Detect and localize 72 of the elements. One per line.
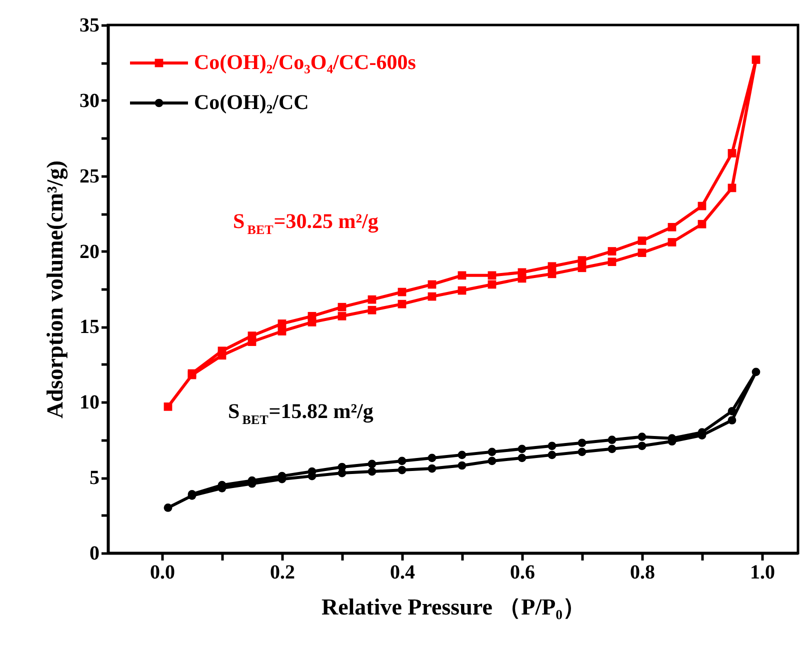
point bbox=[488, 456, 496, 466]
point bbox=[164, 402, 172, 411]
point bbox=[368, 460, 376, 468]
point bbox=[518, 444, 526, 454]
point bbox=[458, 461, 466, 470]
point bbox=[458, 450, 466, 460]
legend-label: Co(OH)₂/CC bbox=[194, 90, 309, 114]
point bbox=[338, 302, 346, 312]
point bbox=[638, 248, 646, 257]
x-tick-label: 0.6 bbox=[510, 562, 535, 584]
legend-label: Co(OH)₂/Co₃O₄/CC-600s bbox=[194, 50, 416, 74]
y-tick-label: 10 bbox=[80, 392, 100, 414]
point bbox=[548, 442, 556, 450]
x-tick-label: 0.8 bbox=[630, 562, 655, 584]
point bbox=[578, 448, 586, 456]
point bbox=[398, 456, 406, 466]
y-tick-label: 20 bbox=[80, 240, 100, 263]
point bbox=[548, 450, 556, 460]
x-tick-label: 0.4 bbox=[390, 562, 415, 584]
x-tick-label: 1.0 bbox=[750, 562, 775, 584]
point bbox=[428, 464, 436, 473]
point bbox=[728, 149, 736, 158]
y-tick-label: 0 bbox=[90, 542, 100, 564]
y-tick-label: 30 bbox=[80, 90, 100, 112]
point bbox=[458, 286, 466, 295]
point bbox=[752, 368, 760, 376]
point bbox=[398, 288, 406, 296]
point bbox=[518, 268, 526, 277]
point bbox=[398, 300, 406, 308]
y-tick-label: 15 bbox=[80, 316, 100, 338]
point bbox=[608, 247, 616, 256]
point bbox=[368, 467, 376, 476]
point bbox=[488, 280, 496, 289]
point bbox=[698, 220, 706, 228]
x-tick-label: 0.2 bbox=[270, 562, 295, 584]
point bbox=[578, 256, 586, 265]
x-tick-label: 0.0 bbox=[150, 562, 175, 584]
point bbox=[368, 306, 376, 314]
point bbox=[428, 454, 436, 462]
point bbox=[518, 454, 526, 462]
point bbox=[752, 56, 760, 64]
x-axis-title: Relative Pressure （P/P₀） bbox=[321, 594, 586, 620]
point bbox=[398, 466, 406, 474]
point bbox=[548, 262, 556, 271]
point bbox=[638, 432, 646, 442]
point bbox=[728, 184, 736, 192]
point bbox=[368, 295, 376, 304]
point bbox=[338, 312, 346, 320]
point bbox=[638, 236, 646, 245]
point bbox=[668, 238, 676, 246]
y-axis-title: Adsorption volume(cm³/g) bbox=[42, 160, 68, 418]
y-tick-label: 35 bbox=[80, 14, 100, 36]
point bbox=[608, 258, 616, 266]
point bbox=[488, 448, 496, 456]
point bbox=[278, 320, 286, 328]
point bbox=[308, 312, 316, 320]
point bbox=[638, 442, 646, 450]
point bbox=[428, 280, 436, 289]
point bbox=[728, 407, 736, 416]
point bbox=[488, 271, 496, 280]
point bbox=[608, 444, 616, 454]
point bbox=[164, 504, 172, 512]
point bbox=[458, 271, 466, 280]
point bbox=[578, 438, 586, 448]
point bbox=[248, 332, 256, 340]
y-tick-label: 5 bbox=[90, 467, 100, 490]
point bbox=[698, 202, 706, 210]
point bbox=[668, 222, 676, 232]
y-tick-label: 25 bbox=[80, 165, 100, 188]
point bbox=[728, 416, 736, 424]
point bbox=[608, 436, 616, 444]
point bbox=[428, 292, 436, 301]
